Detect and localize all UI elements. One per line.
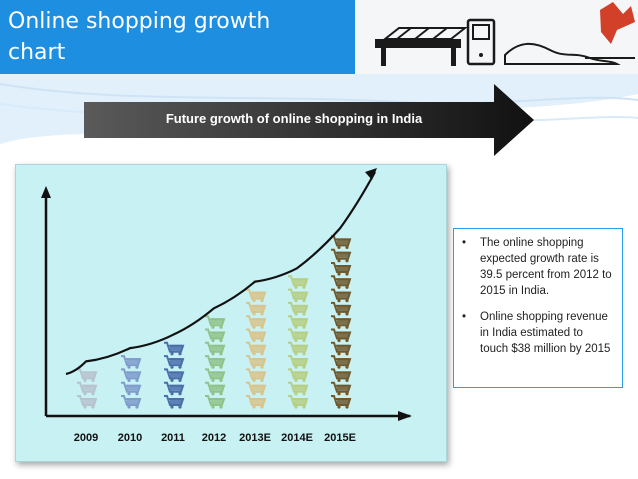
cart-mark xyxy=(164,368,185,382)
cart-mark xyxy=(246,341,267,356)
banner-illustration xyxy=(355,0,638,74)
note-item: • The online shopping expected growth ra… xyxy=(460,235,614,299)
cart-mark xyxy=(246,381,267,396)
cart-mark xyxy=(164,355,185,369)
cart-mark xyxy=(77,381,98,396)
cart-mark xyxy=(246,355,267,369)
cart-mark xyxy=(121,368,142,382)
x-tick-label: 2011 xyxy=(161,432,185,444)
cart-mark xyxy=(288,395,309,409)
arrow-label: Future growth of online shopping in Indi… xyxy=(165,111,423,126)
cart-mark xyxy=(205,315,226,329)
x-tick-label: 2013E xyxy=(239,432,271,444)
cart-mark xyxy=(246,288,267,303)
cart-mark xyxy=(331,301,352,316)
header-bar: Online shopping growth chart xyxy=(0,0,638,74)
cart-mark xyxy=(246,395,267,409)
cart-mark xyxy=(331,248,352,263)
cart-mark xyxy=(205,368,226,382)
cart-mark xyxy=(288,355,309,369)
cart-mark xyxy=(77,368,98,382)
cart-mark xyxy=(205,341,226,356)
growth-chart: 2009 2010 2011 2012 2013E 2014E 2015E xyxy=(41,168,412,444)
cart-mark xyxy=(121,381,142,396)
cart-mark xyxy=(331,275,352,289)
x-tick-label: 2010 xyxy=(118,432,142,444)
cart-mark xyxy=(331,315,352,329)
bullet-icon: • xyxy=(462,237,467,249)
cart-mark xyxy=(288,288,309,303)
cart-mark xyxy=(246,315,267,329)
notes-list: • The online shopping expected growth ra… xyxy=(460,235,614,357)
cart-mark xyxy=(288,275,309,289)
cart-mark xyxy=(205,381,226,396)
trend-arrowhead xyxy=(365,168,377,180)
cart-mark xyxy=(77,395,98,409)
cart-mark xyxy=(246,368,267,382)
cart-mark xyxy=(288,301,309,316)
cart-mark xyxy=(288,368,309,382)
notes-box: • The online shopping expected growth ra… xyxy=(453,228,623,388)
note-text: The online shopping expected growth rate… xyxy=(480,237,612,297)
x-tick-label: 2012 xyxy=(202,432,226,444)
y-axis-arrowhead xyxy=(41,186,51,198)
cart-mark xyxy=(205,395,226,409)
page-title: Online shopping growth chart xyxy=(8,9,271,65)
x-tick-label: 2009 xyxy=(74,432,98,444)
cart-mark xyxy=(205,328,226,343)
cart-mark xyxy=(121,395,142,409)
x-axis-arrowhead xyxy=(398,411,412,421)
cart-mark xyxy=(205,355,226,369)
x-tick-label: 2014E xyxy=(281,432,313,444)
cart-mark xyxy=(121,355,142,369)
arrow-banner xyxy=(84,84,534,156)
cart-mark xyxy=(288,328,309,343)
note-text: Online shopping revenue in India estimat… xyxy=(480,311,611,355)
cart-mark xyxy=(331,341,352,356)
cart-mark xyxy=(331,395,352,409)
cart-mark xyxy=(288,381,309,396)
trend-line xyxy=(65,171,376,376)
cart-mark xyxy=(331,381,352,396)
cart-mark xyxy=(164,395,185,409)
cart-mark xyxy=(164,381,185,396)
chart-panel xyxy=(15,164,447,462)
cart-mark xyxy=(331,235,352,249)
cart-mark xyxy=(331,368,352,382)
cart-mark xyxy=(331,355,352,369)
cart-mark xyxy=(164,341,185,356)
cart-mark xyxy=(331,262,352,276)
x-tick-label: 2015E xyxy=(324,432,356,444)
cart-mark xyxy=(331,328,352,343)
cart-mark xyxy=(246,328,267,343)
cart-mark xyxy=(246,301,267,316)
bullet-icon: • xyxy=(462,311,467,323)
note-item: • Online shopping revenue in India estim… xyxy=(460,309,614,357)
cart-mark xyxy=(288,315,309,329)
cart-mark xyxy=(288,341,309,356)
cart-mark xyxy=(331,288,352,303)
